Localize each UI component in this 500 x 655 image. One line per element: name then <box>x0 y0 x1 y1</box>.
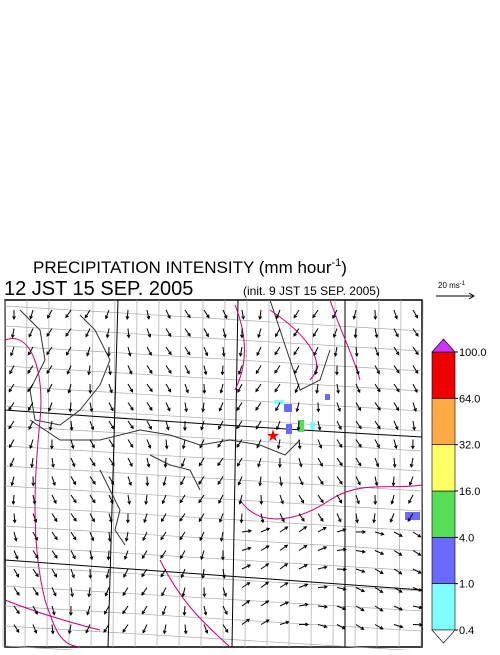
colorbar-over <box>432 339 455 352</box>
rain-cell <box>405 512 420 520</box>
wind-legend-exponent: -1 <box>460 281 466 287</box>
colorbar-bin <box>432 491 455 537</box>
title-exponent: -1 <box>331 257 341 269</box>
title-close: ) <box>341 258 347 277</box>
colorbar-label: 0.4 <box>459 625 474 637</box>
rain-cell <box>284 404 292 412</box>
colorbar-bin <box>432 584 455 630</box>
colorbar-label: 4.0 <box>459 532 474 544</box>
colorbar-label: 1.0 <box>459 579 474 591</box>
colorbar-label: 16.0 <box>459 486 480 498</box>
colorbar-bin <box>432 445 455 491</box>
colorbar: 0.4 1.0 4.0 16.0 32.0 64.0 100.0 <box>432 339 487 643</box>
colorbar-label: 32.0 <box>459 440 480 452</box>
site-marker: ★ <box>266 428 280 445</box>
colorbar-bin <box>432 537 455 583</box>
title-text: PRECIPITATION INTENSITY (mm hour <box>33 258 332 277</box>
rain-cell <box>310 422 315 430</box>
rain-cell <box>286 424 292 434</box>
colorbar-bin <box>432 352 455 398</box>
map: ★ <box>3 300 423 650</box>
wind-legend: 20 ms-1 <box>438 281 466 290</box>
colorbar-bin <box>432 398 455 444</box>
colorbar-label: 64.0 <box>459 393 480 405</box>
colorbar-under <box>432 630 455 643</box>
valid-time: 12 JST 15 SEP. 2005 <box>4 278 193 300</box>
colorbar-label: 100.0 <box>459 347 487 359</box>
title: PRECIPITATION INTENSITY (mm hour-1) <box>33 257 347 277</box>
init-time: (init. 9 JST 15 SEP. 2005) <box>243 284 380 298</box>
wind-legend-label: 20 ms <box>438 281 460 290</box>
rain-cell <box>325 394 330 400</box>
